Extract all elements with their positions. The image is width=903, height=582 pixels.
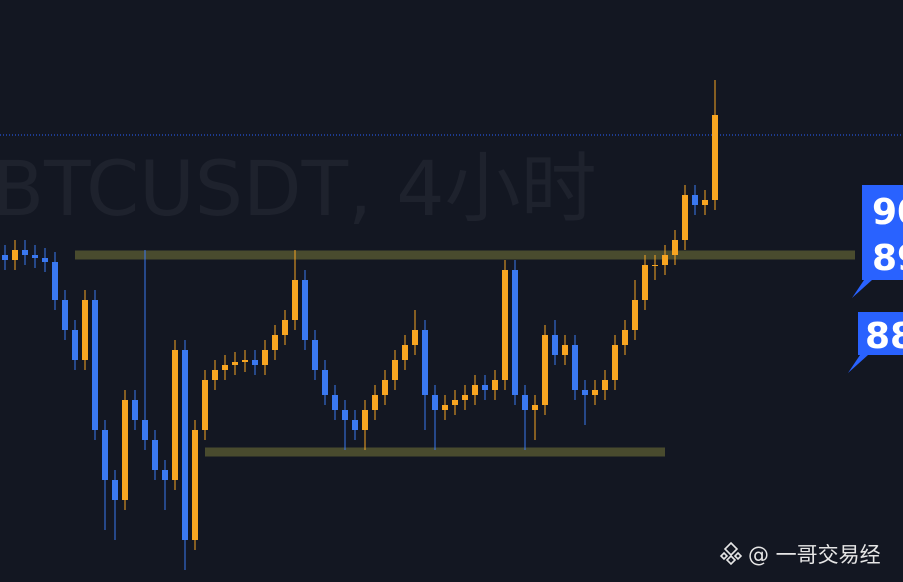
candle-body	[492, 380, 498, 390]
candle-body	[542, 335, 548, 405]
candle-body	[662, 255, 668, 265]
candle-body	[402, 345, 408, 360]
candle-body	[152, 440, 158, 470]
candle-body	[632, 300, 638, 330]
logo	[719, 541, 743, 566]
watermark: @ 一哥交易经	[748, 543, 881, 567]
candle-body	[112, 480, 118, 500]
candle-body	[232, 362, 238, 365]
candle-body	[132, 400, 138, 420]
candle-body	[692, 195, 698, 205]
candle-body	[212, 370, 218, 380]
price-label-box	[848, 312, 903, 373]
candle-body	[482, 385, 488, 390]
candle-body	[612, 345, 618, 380]
candle-body	[202, 380, 208, 430]
candle-body	[342, 410, 348, 420]
candle-body	[572, 345, 578, 390]
price-label-box	[852, 185, 903, 298]
candle-body	[592, 390, 598, 395]
candle-body	[172, 350, 178, 480]
candle-body	[62, 300, 68, 330]
candle-body	[22, 250, 28, 255]
candle-body	[242, 360, 248, 362]
candle-body	[32, 255, 38, 258]
candle-body	[92, 300, 98, 430]
candle-body	[42, 258, 48, 262]
candle-body	[182, 350, 188, 540]
candle-body	[162, 470, 168, 480]
candle-body	[222, 365, 228, 370]
candle-body	[312, 340, 318, 370]
candle-body	[282, 320, 288, 335]
candle-body	[702, 200, 708, 205]
candle-body	[372, 395, 378, 410]
candle-body	[672, 240, 678, 255]
candle-body	[532, 405, 538, 410]
candle-body	[322, 370, 328, 395]
zone	[205, 447, 665, 457]
candle-body	[712, 115, 718, 200]
candle-body	[442, 405, 448, 410]
candle-body	[382, 380, 388, 395]
candle-body	[412, 330, 418, 345]
candle-body	[82, 300, 88, 360]
candle-body	[102, 430, 108, 480]
candle-body	[422, 330, 428, 395]
candle-body	[622, 330, 628, 345]
candle-body	[262, 350, 268, 365]
candle-body	[652, 265, 658, 266]
candle-body	[332, 395, 338, 410]
candle-body	[252, 360, 258, 365]
candle-body	[392, 360, 398, 380]
plot-area	[0, 80, 903, 570]
candle-body	[272, 335, 278, 350]
candle-body	[142, 420, 148, 440]
candle-body	[362, 410, 368, 430]
candle-body	[122, 400, 128, 500]
price-label: 90	[872, 192, 903, 233]
candle-body	[352, 420, 358, 430]
candle-body	[582, 390, 588, 395]
candle-body	[602, 380, 608, 390]
candle-body	[512, 270, 518, 395]
candle-body	[682, 195, 688, 240]
candle-body	[502, 270, 508, 380]
candle-body	[52, 262, 58, 300]
price-label: 89	[872, 238, 903, 279]
candle-body	[642, 265, 648, 300]
candle-body	[462, 395, 468, 400]
chart-title: BTCUSDT, 4小时	[0, 144, 597, 233]
candle-body	[72, 330, 78, 360]
candle-body	[522, 395, 528, 410]
zone	[75, 250, 855, 260]
candle-body	[432, 395, 438, 410]
candle-body	[302, 280, 308, 340]
candle-body	[2, 255, 8, 260]
candle-body	[472, 385, 478, 395]
price-label: 88	[865, 316, 903, 357]
candle-body	[12, 250, 18, 260]
candle-body	[562, 345, 568, 355]
candle-body	[192, 430, 198, 540]
candle-body	[552, 335, 558, 355]
candle-body	[292, 280, 298, 320]
candle-body	[452, 400, 458, 405]
